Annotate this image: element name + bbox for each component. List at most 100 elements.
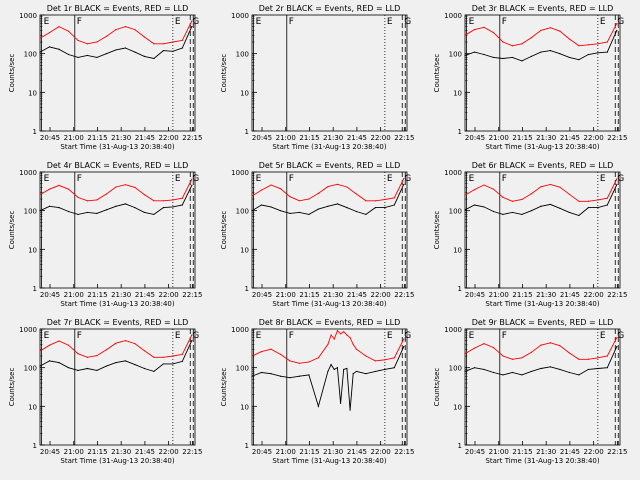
events-series-point bbox=[559, 207, 561, 209]
x-tick-label: 20:45 bbox=[465, 448, 485, 456]
lld-series-point bbox=[279, 353, 282, 356]
events-series-point bbox=[153, 57, 155, 60]
y-tick-label: 10 bbox=[240, 89, 249, 97]
events-series-point bbox=[483, 206, 485, 208]
events-series-point bbox=[549, 203, 552, 206]
y-tick-label: 100 bbox=[449, 208, 462, 216]
events-series-point bbox=[530, 370, 533, 373]
events-series-point bbox=[578, 374, 580, 376]
events-series-point bbox=[568, 56, 570, 59]
marker-label: E bbox=[600, 174, 606, 184]
y-tick-label: 1 bbox=[458, 285, 462, 293]
x-tick-label: 22:15 bbox=[182, 134, 202, 142]
events-series-point bbox=[191, 26, 193, 28]
marker-label: E bbox=[44, 17, 50, 27]
lld-series-point bbox=[473, 28, 476, 31]
events-series-point bbox=[58, 48, 60, 50]
lld-series-point bbox=[124, 26, 127, 28]
x-tick-label: 21:45 bbox=[135, 134, 155, 142]
lld-series-point bbox=[346, 334, 348, 336]
events-series-point bbox=[162, 50, 164, 52]
events-series-point bbox=[521, 60, 523, 62]
events-series-point bbox=[578, 214, 580, 217]
x-axis-label: Start Time (31-Aug-13 20:38:40) bbox=[485, 143, 599, 151]
lld-series-point bbox=[86, 200, 89, 202]
x-tick-label: 20:45 bbox=[252, 291, 272, 299]
x-tick-label: 21:30 bbox=[536, 134, 556, 142]
events-series-point bbox=[124, 47, 127, 49]
lld-series-line bbox=[39, 20, 193, 45]
lld-series-point bbox=[86, 43, 89, 45]
lld-series-point bbox=[327, 185, 329, 188]
events-series-point bbox=[502, 374, 504, 376]
lld-series-point bbox=[597, 357, 599, 359]
lld-series-point bbox=[355, 193, 357, 195]
lld-series-point bbox=[153, 200, 155, 202]
y-tick-label: 100 bbox=[449, 51, 462, 59]
events-series-point bbox=[521, 213, 523, 216]
lld-series-point bbox=[134, 342, 136, 345]
lld-series-point bbox=[355, 348, 357, 350]
lld-series-point bbox=[86, 356, 89, 358]
x-tick-label: 21:30 bbox=[323, 291, 343, 299]
x-axis-label: Start Time (31-Aug-13 20:38:40) bbox=[485, 457, 599, 465]
marker-label: E bbox=[387, 17, 393, 27]
lld-series-point bbox=[48, 188, 51, 190]
marker-label: F bbox=[502, 331, 507, 341]
lld-series-point bbox=[298, 200, 301, 202]
lld-series-point bbox=[105, 193, 108, 195]
events-series-point bbox=[597, 207, 599, 209]
events-series-point bbox=[597, 367, 599, 370]
events-series-point bbox=[511, 211, 514, 214]
lld-series-point bbox=[143, 194, 145, 196]
x-tick-label: 21:15 bbox=[512, 134, 532, 142]
y-axis-label: Counts/sec bbox=[433, 368, 441, 407]
lld-series-point bbox=[251, 195, 253, 197]
y-tick-label: 1 bbox=[458, 128, 462, 136]
chart-title: Det 9r BLACK = Events, RED = LLD bbox=[472, 318, 614, 327]
events-series-point bbox=[77, 213, 79, 216]
y-tick-label: 1000 bbox=[19, 169, 37, 177]
lld-series-point bbox=[597, 199, 599, 201]
lld-series-point bbox=[349, 336, 351, 339]
events-series-point bbox=[521, 374, 523, 376]
x-tick-label: 22:00 bbox=[584, 291, 604, 299]
events-series-point bbox=[549, 50, 552, 52]
lld-series-point bbox=[540, 186, 542, 188]
events-series-point bbox=[251, 375, 253, 377]
x-tick-label: 22:15 bbox=[182, 291, 202, 299]
x-tick-label: 22:15 bbox=[607, 134, 627, 142]
x-tick-label: 21:45 bbox=[347, 134, 367, 142]
events-series-point bbox=[143, 55, 145, 57]
lld-series-point bbox=[606, 41, 608, 43]
y-tick-label: 10 bbox=[28, 246, 37, 254]
chart-title: Det 6r BLACK = Events, RED = LLD bbox=[472, 161, 614, 170]
events-series-point bbox=[403, 346, 405, 348]
x-tick-label: 20:45 bbox=[40, 134, 60, 142]
lld-series-point bbox=[568, 352, 570, 354]
lld-series-point bbox=[317, 192, 320, 194]
x-tick-label: 22:15 bbox=[607, 291, 627, 299]
y-tick-label: 100 bbox=[24, 208, 37, 216]
events-series-point bbox=[349, 409, 351, 411]
lld-series-point bbox=[115, 342, 117, 344]
events-series-point bbox=[403, 183, 405, 185]
x-tick-label: 21:45 bbox=[347, 448, 367, 456]
events-series-point bbox=[181, 360, 183, 363]
x-tick-label: 21:15 bbox=[87, 291, 107, 299]
events-series-point bbox=[308, 213, 310, 216]
plot-frame bbox=[464, 328, 621, 446]
x-tick-label: 21:45 bbox=[135, 448, 155, 456]
lld-series-point bbox=[58, 26, 60, 28]
lld-series-point bbox=[58, 340, 60, 342]
events-series-point bbox=[39, 365, 41, 367]
y-tick-label: 10 bbox=[240, 403, 249, 411]
lld-series-point bbox=[270, 348, 272, 350]
events-series-point bbox=[330, 364, 332, 366]
events-series-point bbox=[333, 368, 335, 371]
events-series-point bbox=[134, 51, 136, 53]
events-series-point bbox=[355, 210, 357, 213]
plot-frame bbox=[251, 171, 408, 289]
lld-series-point bbox=[530, 37, 533, 39]
events-series-point bbox=[511, 371, 514, 374]
